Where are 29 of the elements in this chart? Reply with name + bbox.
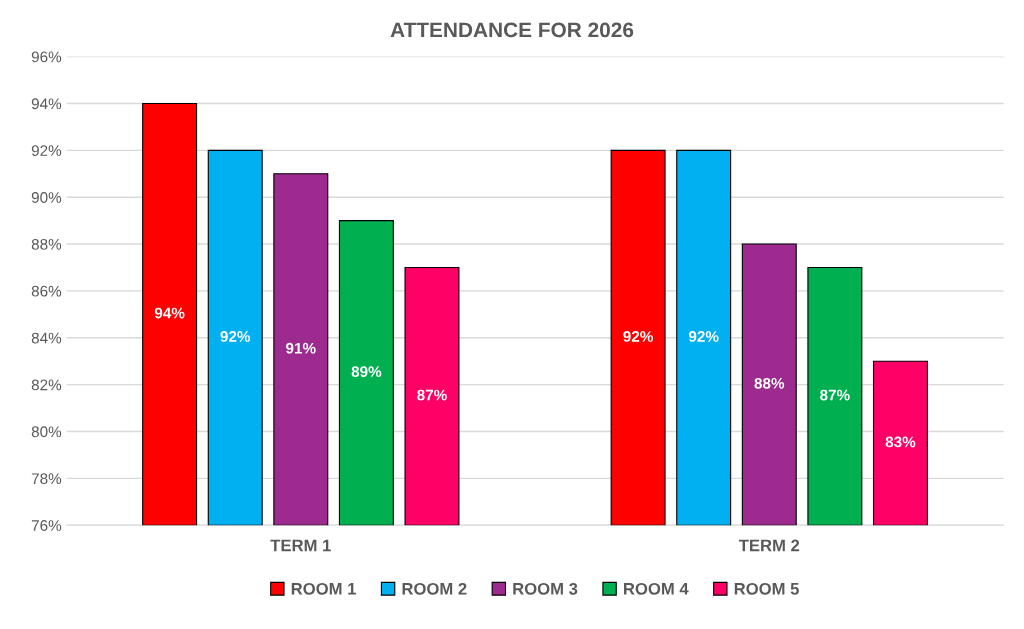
data-label: 92% (623, 331, 653, 342)
x-tick-label: TERM 2 (738, 539, 800, 552)
y-tick-label: 80% (31, 426, 62, 438)
x-tick-label: TERM 1 (270, 539, 331, 552)
y-tick-label: 96% (31, 51, 62, 63)
y-tick-label: 92% (31, 145, 62, 157)
legend-label: ROOM 5 (734, 582, 799, 595)
y-tick-label: 82% (31, 379, 62, 391)
data-label: 88% (754, 377, 785, 389)
data-label: 94% (154, 307, 185, 319)
data-label: 87% (820, 389, 850, 401)
legend-label: ROOM 4 (624, 582, 689, 595)
y-tick-label: 90% (31, 192, 62, 203)
legend-label: ROOM 1 (291, 582, 356, 595)
y-tick-label: 86% (31, 285, 62, 297)
data-label: 92% (220, 331, 251, 342)
data-label: 91% (286, 342, 316, 354)
y-tick-label: 94% (31, 98, 62, 110)
y-tick-label: 76% (31, 520, 62, 531)
chart-title: ATTENDANCE FOR 2026 (390, 22, 634, 38)
legend-label: ROOM 2 (402, 582, 467, 595)
y-tick-label: 78% (31, 473, 62, 485)
data-label: 83% (885, 436, 916, 448)
legend-label: ROOM 3 (513, 582, 578, 595)
data-label: 92% (688, 331, 719, 342)
y-tick-label: 84% (31, 332, 62, 344)
y-tick-label: 88% (31, 238, 62, 250)
data-label: 87% (417, 389, 447, 401)
data-label: 89% (351, 366, 382, 378)
